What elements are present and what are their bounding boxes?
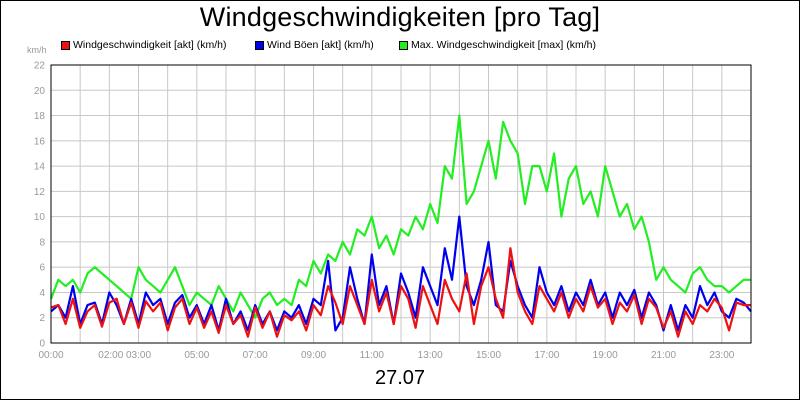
legend-item-gusts: Wind Böen [akt] (km/h)	[255, 39, 399, 51]
legend: Windgeschwindigkeit [akt] (km/h) Wind Bö…	[61, 39, 596, 51]
y-tick-label: 10	[34, 212, 46, 223]
x-tick-label: 00:00	[38, 350, 63, 361]
y-axis-unit: km/h	[27, 45, 47, 55]
x-tick-label: 11:00	[360, 350, 385, 361]
legend-swatch-gusts	[255, 40, 264, 50]
y-tick-label: 20	[34, 86, 46, 97]
y-tick-label: 12	[34, 187, 46, 198]
y-tick-label: 18	[34, 111, 46, 122]
y-tick-label: 16	[34, 136, 46, 147]
x-tick-label: 05:00	[184, 350, 209, 361]
x-tick-label: 03:00	[126, 350, 151, 361]
x-tick-label: 02:00	[98, 350, 123, 361]
chart-title: Windgeschwindigkeiten [pro Tag]	[199, 2, 601, 32]
series-line-max	[49, 114, 751, 319]
legend-swatch-max	[399, 40, 408, 50]
x-tick-label: 23:00	[709, 350, 734, 361]
legend-label-max: Max. Windgeschwindigkeit [max] (km/h)	[411, 39, 596, 51]
x-tick-label: 21:00	[651, 350, 676, 361]
legend-item-speed: Windgeschwindigkeit [akt] (km/h)	[61, 39, 255, 51]
series-line-gusts	[50, 215, 752, 332]
plot-border	[50, 64, 752, 344]
legend-label-gusts: Wind Böen [akt] (km/h)	[267, 39, 374, 51]
y-tick-label: 14	[34, 162, 46, 173]
y-tick-label: 22	[34, 61, 46, 72]
x-tick-label: 17:00	[534, 350, 559, 361]
y-tick-label: 4	[39, 288, 45, 299]
legend-swatch-speed	[61, 40, 70, 50]
y-tick-label: 0	[39, 339, 45, 350]
x-tick-label: 07:00	[243, 350, 268, 361]
y-tick-label: 2	[39, 313, 45, 324]
x-tick-label: 13:00	[418, 350, 443, 361]
y-tick-label: 6	[39, 263, 45, 274]
series-line-speed	[50, 247, 751, 338]
y-tick-label: 8	[39, 237, 45, 248]
legend-item-max: Max. Windgeschwindigkeit [max] (km/h)	[399, 39, 596, 51]
x-axis-date-label: 27.07	[374, 367, 426, 389]
x-tick-label: 09:00	[301, 350, 326, 361]
x-tick-label: 15:00	[476, 350, 501, 361]
x-tick-label: 19:00	[593, 350, 618, 361]
legend-label-speed: Windgeschwindigkeit [akt] (km/h)	[73, 39, 227, 51]
